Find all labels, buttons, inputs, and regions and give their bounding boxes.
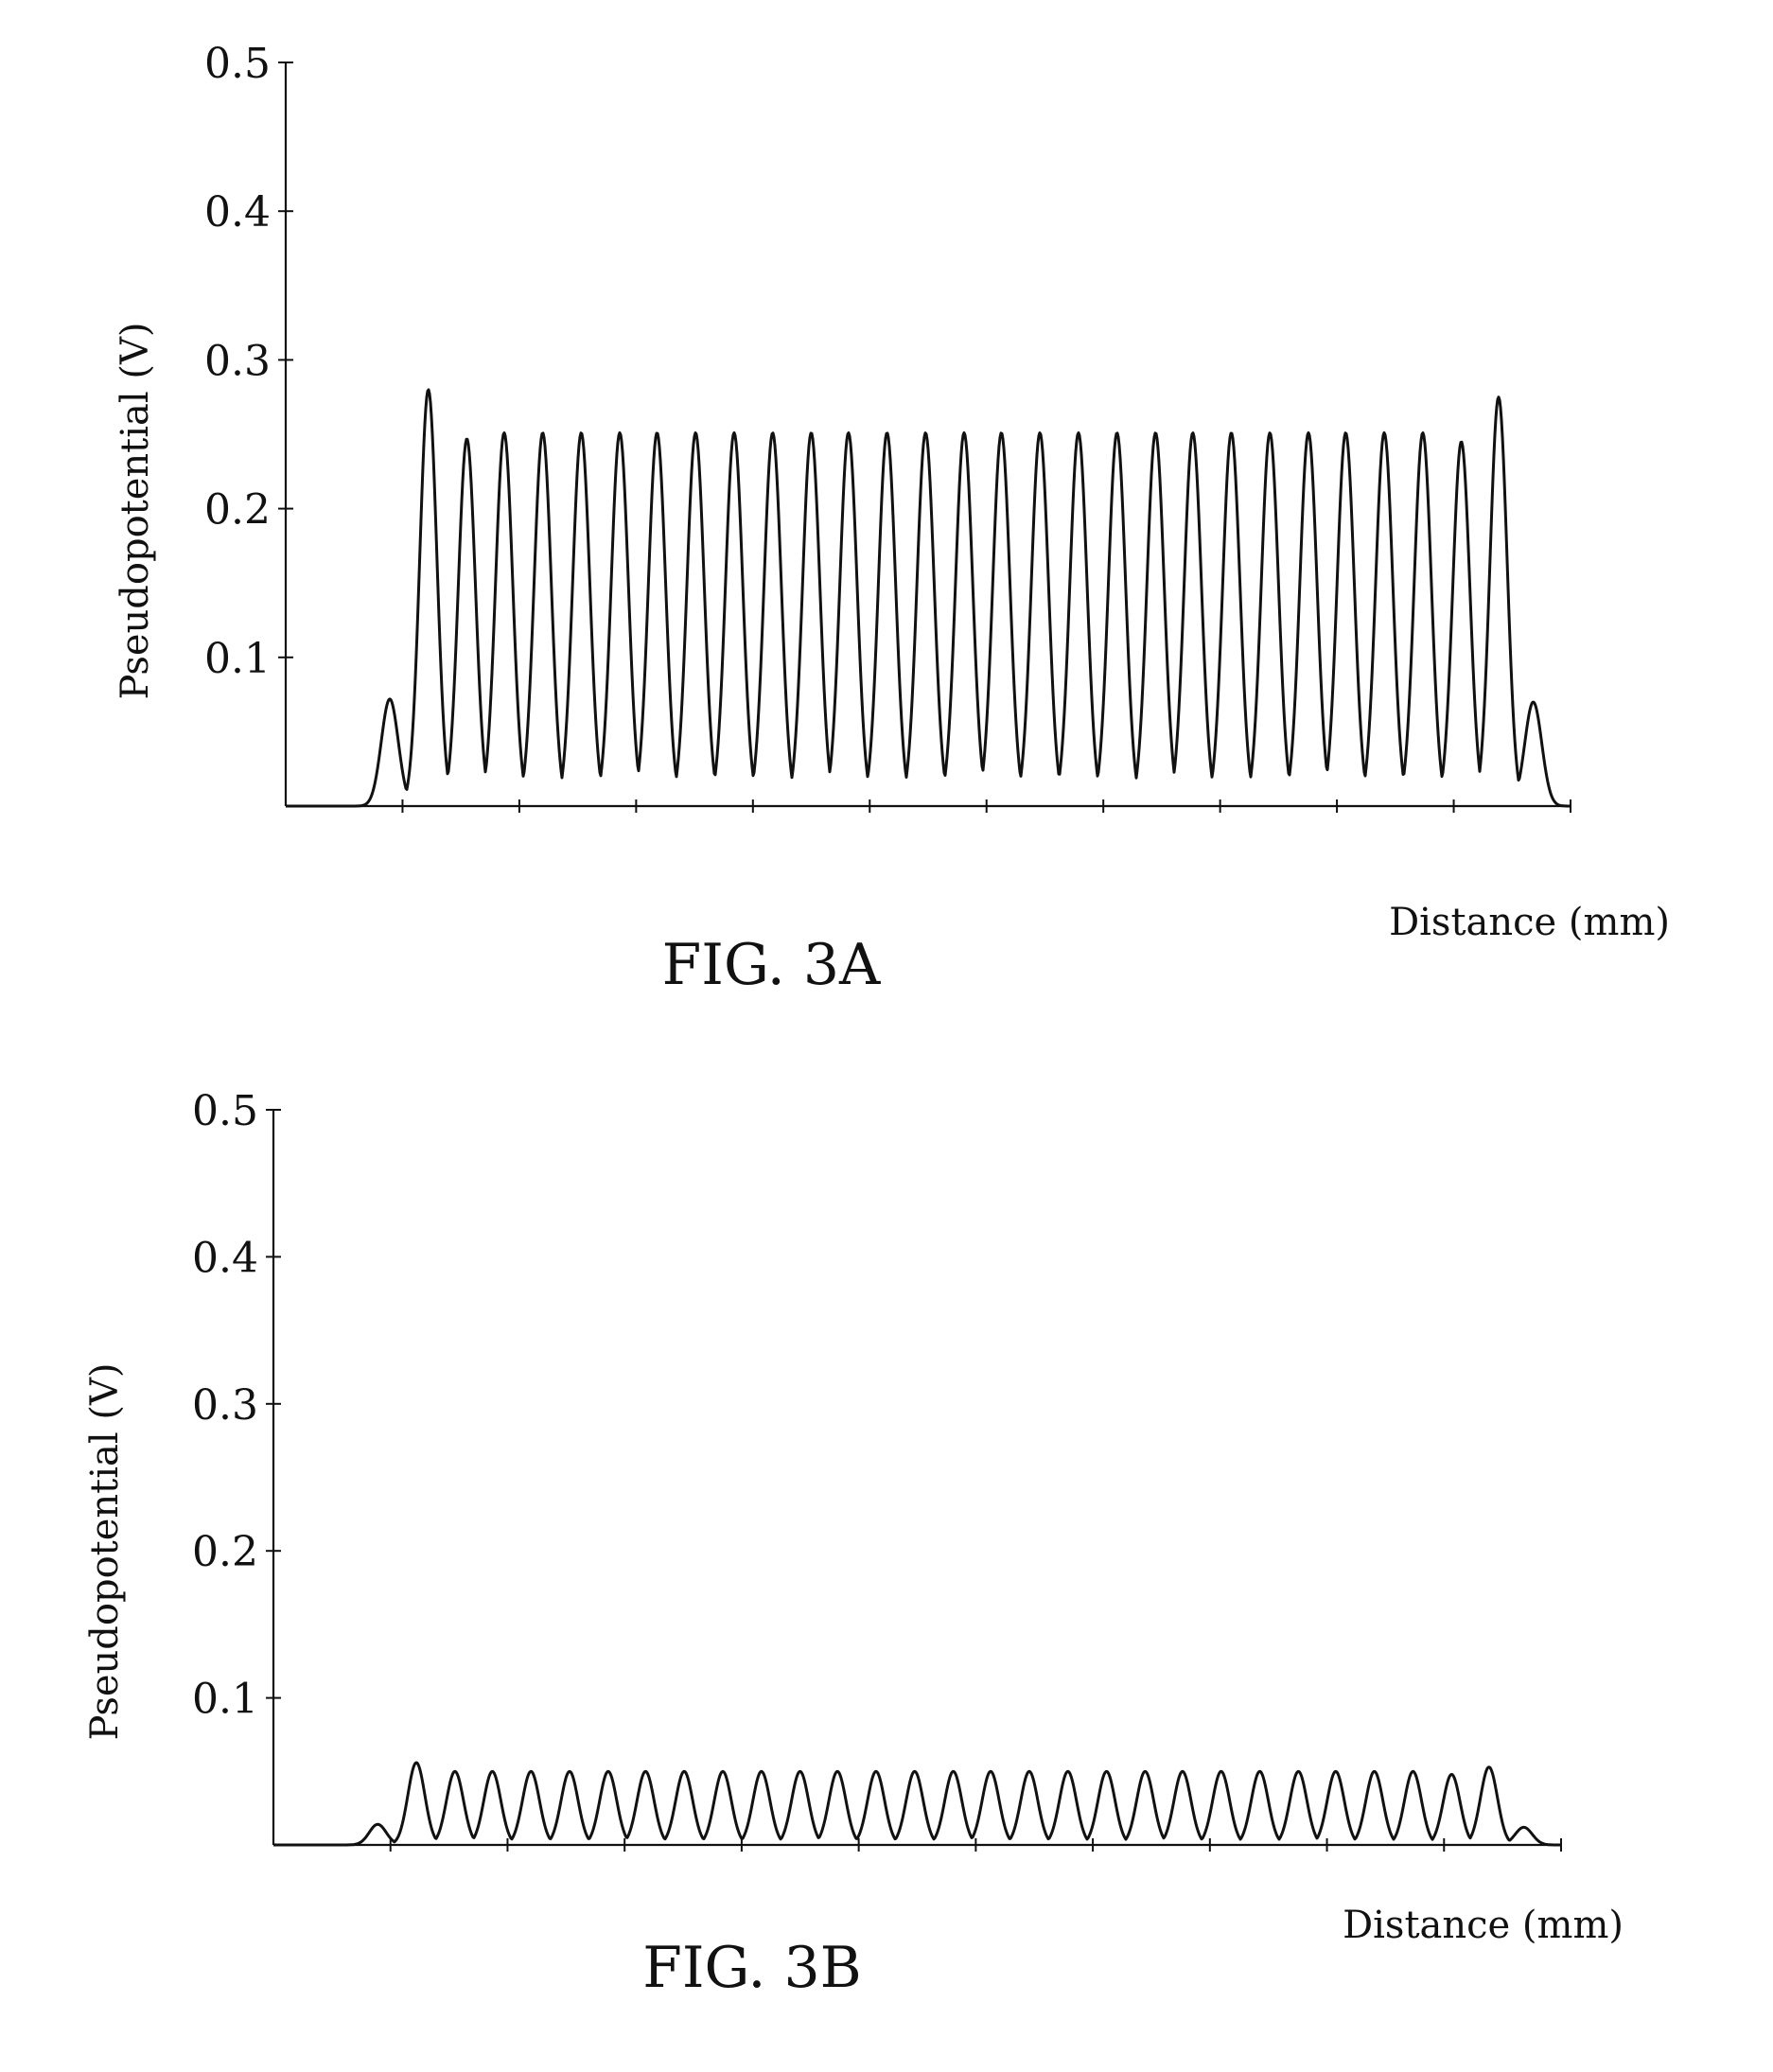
peak-point-20 [1143, 1769, 1147, 1773]
peak-point-8 [693, 430, 697, 434]
y-axis-label: Pseudopotential (V) [114, 322, 157, 699]
peak-point-7 [655, 430, 658, 434]
peak-point-7 [643, 1769, 647, 1773]
peak-point-2 [453, 1769, 457, 1773]
peak-point-16 [989, 1769, 992, 1773]
chart-fig-3b: 0.1 0.2 0.3 0.4 0.5 Pseudopotential (V) Dist… [83, 1087, 1624, 2001]
peak-point-4 [541, 430, 545, 434]
peak-point-24 [1296, 1769, 1300, 1773]
chart-fig-3a: 0.1 0.2 0.3 0.4 0.5 Pseudopotential (V) Dist… [114, 40, 1670, 998]
peak-point-15 [952, 1769, 956, 1773]
peak-point-1 [414, 1761, 418, 1765]
series-curve [273, 1763, 1561, 1845]
peak-point-30 [1522, 1825, 1526, 1829]
peak-point-26 [1382, 430, 1386, 434]
peak-point-24 [1307, 430, 1310, 434]
peak-point-20 [1153, 430, 1157, 434]
peak-point-23 [1268, 430, 1272, 434]
peak-point-22 [1229, 430, 1233, 434]
peak-point-18 [1066, 1769, 1070, 1773]
peak-markers [376, 1761, 1525, 1829]
x-axis-label: Distance (mm) [1343, 1904, 1624, 1947]
peak-point-25 [1343, 430, 1347, 434]
y-tick-label: 0.2 [204, 486, 271, 535]
peak-point-17 [1027, 1769, 1031, 1773]
peak-point-3 [502, 430, 506, 434]
peak-point-6 [618, 430, 622, 434]
peak-point-10 [760, 1769, 764, 1773]
y-axis-label: Pseudopotential (V) [83, 1362, 127, 1740]
peak-point-9 [732, 430, 736, 434]
peak-point-27 [1421, 430, 1425, 434]
peak-point-1 [427, 388, 430, 392]
peak-point-17 [1038, 430, 1042, 434]
peak-point-10 [771, 430, 775, 434]
peak-point-19 [1105, 1769, 1109, 1773]
peak-point-22 [1220, 1769, 1223, 1773]
peak-point-0 [388, 697, 392, 701]
peak-point-11 [809, 430, 813, 434]
peak-point-12 [847, 430, 851, 434]
peak-point-9 [721, 1769, 725, 1773]
peak-point-8 [682, 1769, 686, 1773]
peak-point-25 [1334, 1769, 1338, 1773]
peak-point-21 [1191, 430, 1195, 434]
y-tick-label: 0.2 [192, 1528, 258, 1576]
peak-markers [388, 388, 1536, 704]
y-tick-label: 0.1 [204, 635, 271, 683]
peak-point-19 [1115, 430, 1119, 434]
peak-point-14 [913, 1769, 917, 1773]
peak-point-21 [1181, 1769, 1185, 1773]
peak-point-16 [999, 430, 1003, 434]
peak-point-30 [1532, 700, 1536, 704]
peak-point-29 [1487, 1765, 1491, 1769]
y-tick-label: 0.1 [192, 1676, 258, 1724]
y-ticks: 0.1 0.2 0.3 0.4 0.5 [192, 1087, 281, 1724]
y-tick-label: 0.4 [192, 1234, 258, 1282]
peak-point-15 [962, 430, 966, 434]
peak-point-2 [465, 437, 468, 441]
y-tick-label: 0.5 [192, 1087, 258, 1135]
peak-point-11 [799, 1769, 802, 1773]
peak-point-13 [874, 1769, 878, 1773]
y-tick-label: 0.3 [192, 1381, 258, 1430]
peak-point-28 [1449, 1772, 1453, 1776]
peak-point-0 [376, 1822, 379, 1826]
series-curve [286, 390, 1571, 806]
peak-point-5 [568, 1769, 571, 1773]
figure-label: FIG. 3B [642, 1935, 862, 2001]
peak-point-14 [923, 430, 927, 434]
y-tick-label: 0.4 [204, 188, 271, 237]
x-axis-label: Distance (mm) [1389, 901, 1670, 944]
y-tick-label: 0.3 [204, 337, 271, 385]
peak-point-13 [886, 430, 889, 434]
peak-point-5 [579, 430, 583, 434]
peak-point-29 [1497, 395, 1501, 399]
peak-point-6 [606, 1769, 610, 1773]
figure-label: FIG. 3A [662, 932, 881, 998]
y-ticks: 0.1 0.2 0.3 0.4 0.5 [204, 40, 293, 683]
y-tick-label: 0.5 [204, 40, 271, 88]
peak-point-23 [1258, 1769, 1262, 1773]
peak-point-27 [1411, 1769, 1414, 1773]
peak-point-26 [1373, 1769, 1377, 1773]
peak-point-18 [1077, 430, 1080, 434]
peak-point-4 [529, 1769, 533, 1773]
peak-point-3 [490, 1769, 494, 1773]
peak-point-28 [1460, 440, 1464, 444]
peak-point-12 [835, 1769, 839, 1773]
